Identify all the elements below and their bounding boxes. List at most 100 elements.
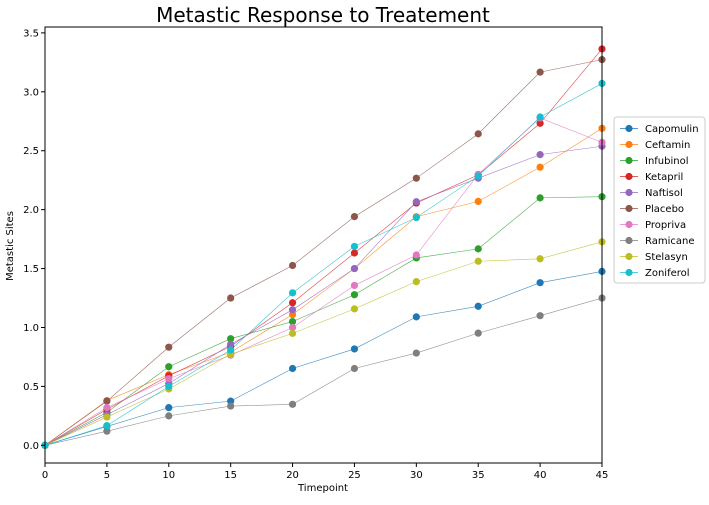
data-point-propriva (350, 281, 359, 290)
data-point-capomulin (412, 313, 420, 321)
data-point-zoniferol (165, 382, 173, 391)
y-tick-label: 2.5 (23, 146, 39, 157)
data-point-propriva (288, 323, 297, 332)
data-point-zoniferol (474, 172, 482, 180)
data-point-infubinol (288, 317, 297, 326)
data-point-capomulin (165, 404, 173, 412)
x-tick-label: 5 (104, 470, 110, 481)
data-point-capomulin (288, 364, 297, 373)
data-point-stelasyn (536, 255, 544, 263)
plot-area (41, 45, 606, 449)
data-point-naftisol (412, 198, 420, 206)
legend-marker-infubinol (625, 156, 633, 165)
legend-marker-ketapril (625, 172, 633, 181)
data-point-placebo (288, 261, 297, 270)
series-line-capomulin (44, 271, 603, 446)
y-tick-label: 1.0 (23, 323, 39, 334)
data-point-ramicane (288, 400, 297, 408)
x-tick-label: 45 (596, 470, 609, 481)
legend-label-capomulin: Capomulin (645, 124, 699, 135)
data-point-naftisol (227, 340, 235, 348)
data-point-stelasyn (412, 278, 420, 286)
data-point-capomulin (350, 345, 359, 353)
data-point-zoniferol (288, 289, 297, 297)
data-point-infubinol (227, 335, 235, 343)
data-point-placebo (412, 174, 420, 182)
data-point-naftisol (350, 264, 359, 273)
y-tick-label: 0.5 (23, 382, 39, 393)
data-point-ceftamin (536, 163, 544, 171)
x-tick-label: 30 (410, 470, 423, 481)
data-point-zoniferol (227, 346, 235, 354)
data-point-placebo (227, 294, 235, 302)
data-point-capomulin (227, 397, 235, 405)
series-line-zoniferol (44, 83, 603, 446)
legend-marker-ramicane (625, 236, 633, 245)
x-tick-label: 25 (348, 470, 361, 481)
data-point-placebo (474, 130, 482, 138)
x-tick-label: 0 (42, 470, 48, 481)
data-point-placebo (165, 343, 173, 351)
data-point-ramicane (412, 349, 420, 357)
data-point-naftisol (536, 151, 544, 159)
series-line-stelasyn (44, 241, 603, 446)
data-point-propriva (412, 251, 420, 259)
data-point-ramicane (227, 402, 235, 410)
x-tick-label: 40 (534, 470, 547, 481)
data-point-propriva (103, 404, 111, 412)
data-point-infubinol (474, 245, 482, 253)
data-point-ketapril (288, 299, 297, 307)
data-point-stelasyn (474, 257, 482, 265)
data-point-zoniferol (536, 113, 544, 121)
data-point-propriva (165, 375, 173, 383)
legend: Capomulin Ceftamin Infubinol Ketapril Naftis… (613, 116, 706, 284)
data-point-infubinol (350, 291, 359, 299)
x-tick-label: 35 (472, 470, 485, 481)
legend-label-infubinol: Infubinol (645, 156, 689, 167)
legend-label-propriva: Propriva (645, 220, 686, 231)
data-point-capomulin (536, 279, 544, 287)
data-point-infubinol (536, 194, 544, 202)
legend-frame (613, 116, 706, 284)
legend-marker-placebo (625, 204, 633, 213)
y-tick-label: 1.5 (23, 264, 39, 275)
series-line-placebo (44, 59, 603, 446)
x-tick-label: 15 (224, 470, 237, 481)
legend-label-ceftamin: Ceftamin (645, 140, 690, 151)
legend-marker-capomulin (625, 124, 633, 133)
x-tick-label: 10 (162, 470, 175, 481)
data-point-placebo (536, 68, 544, 76)
legend-label-placebo: Placebo (645, 204, 684, 215)
series-line-infubinol (44, 196, 603, 446)
data-point-ketapril (350, 249, 359, 257)
legend-marker-stelasyn (625, 252, 633, 261)
data-point-ramicane (474, 329, 482, 337)
data-point-stelasyn (288, 329, 297, 337)
plot-frame (44, 26, 603, 464)
data-point-zoniferol (412, 213, 420, 222)
data-point-ramicane (165, 412, 173, 420)
data-point-stelasyn (103, 413, 111, 421)
series-line-ceftamin (44, 128, 603, 446)
data-point-placebo (350, 213, 359, 221)
chart-title: Metastic Response to Treatement (156, 3, 490, 27)
legend-label-ramicane: Ramicane (645, 236, 695, 247)
data-point-zoniferol (103, 422, 111, 430)
data-point-capomulin (474, 302, 482, 310)
data-point-ramicane (103, 427, 111, 435)
y-tick-label: 0.0 (23, 441, 39, 452)
legend-label-stelasyn: Stelasyn (645, 252, 688, 263)
data-point-placebo (103, 397, 111, 405)
data-point-ramicane (536, 312, 544, 320)
data-point-naftisol (288, 306, 297, 314)
series-line-ramicane (44, 297, 603, 446)
data-point-ketapril (536, 119, 544, 127)
legend-marker-zoniferol (625, 268, 633, 277)
data-point-ceftamin (474, 197, 482, 205)
y-tick-label: 2.0 (23, 205, 39, 216)
legend-marker-propriva (625, 220, 633, 229)
series-line-ketapril (44, 48, 603, 446)
y-tick-label: 3.5 (23, 28, 39, 39)
legend-label-naftisol: Naftisol (645, 188, 683, 199)
